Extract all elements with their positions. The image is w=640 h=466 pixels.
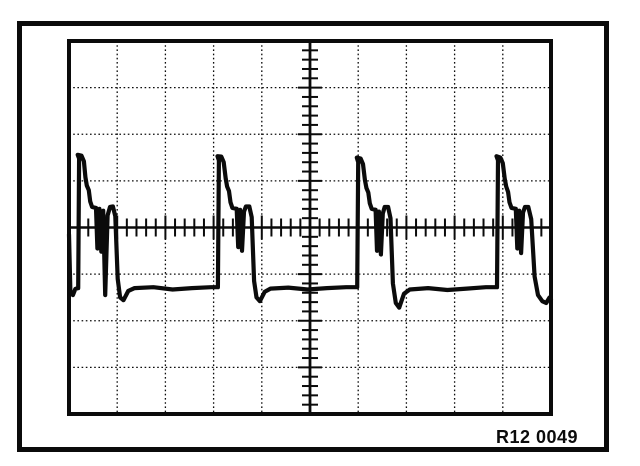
center-axis-vertical	[298, 40, 322, 415]
waveform-trace	[66, 152, 554, 310]
figure-code-label: R12 0049	[496, 427, 579, 447]
oscilloscope-screen	[66, 39, 554, 416]
graticule-border	[67, 39, 553, 416]
